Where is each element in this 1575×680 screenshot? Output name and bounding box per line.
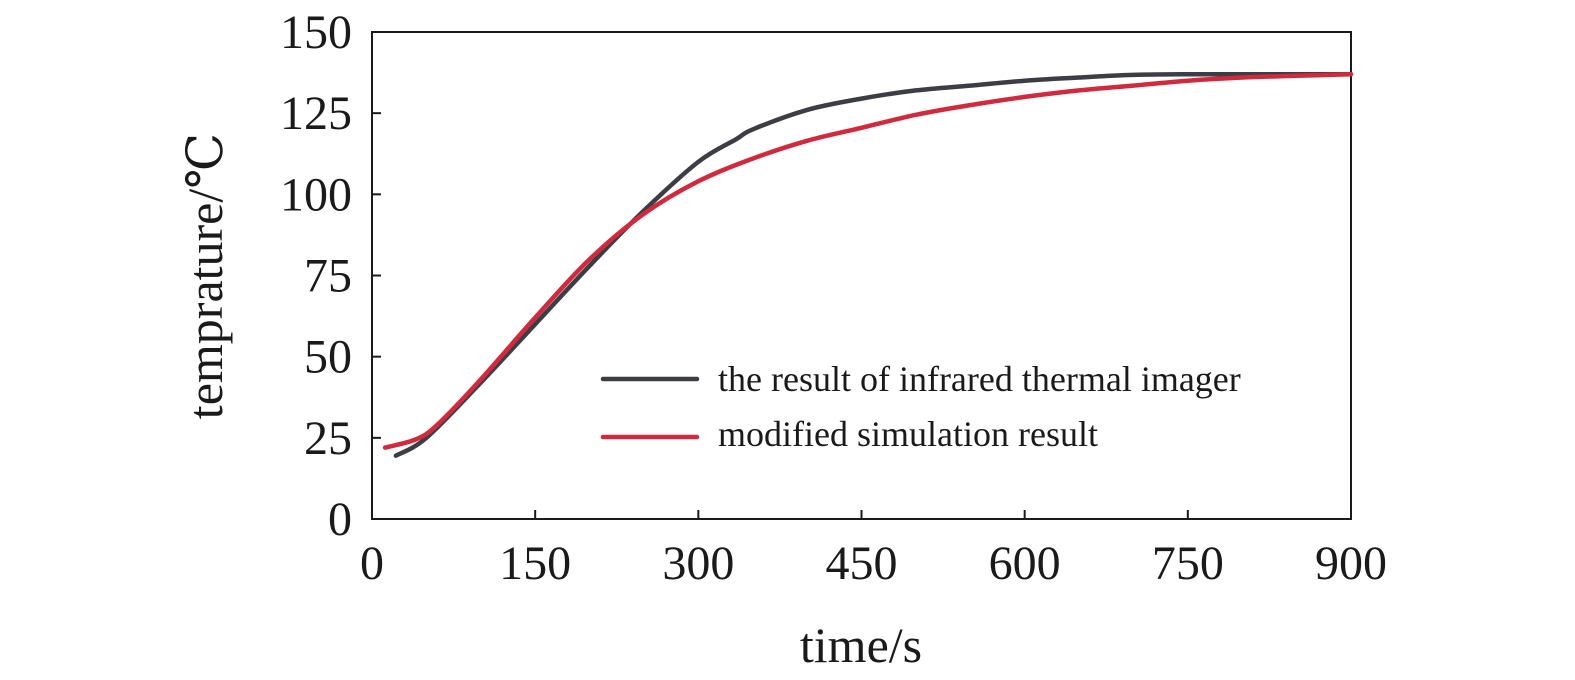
y-tick-label: 25: [304, 412, 352, 465]
x-tick-label: 750: [1152, 537, 1224, 590]
x-tick-label: 600: [989, 537, 1061, 590]
y-tick-label: 75: [304, 250, 352, 303]
legend-label-simulation: modified simulation result: [718, 414, 1098, 454]
legend: the result of infrared thermal imager mo…: [600, 359, 1241, 454]
x-tick-label: 0: [360, 537, 384, 590]
y-tick-label: 0: [328, 493, 352, 546]
y-tick-label: 125: [280, 87, 352, 140]
series-line-infrared: [393, 71, 1354, 458]
series: [382, 71, 1354, 458]
series-line-simulation: [382, 71, 1354, 450]
y-tick-label: 50: [304, 331, 352, 384]
x-axis-label: time/s: [800, 617, 922, 673]
y-tick-label: 150: [280, 6, 352, 59]
y-axis-label: temprature/℃: [177, 133, 233, 419]
x-tick-label: 300: [662, 537, 734, 590]
x-tick-label: 150: [499, 537, 571, 590]
ticks: 0 150 300 450 600 750 900 0 25 50 75 100 125 150: [280, 6, 1387, 590]
legend-label-infrared: the result of infrared thermal imager: [718, 359, 1241, 399]
y-tick-label: 100: [280, 168, 352, 221]
x-tick-label: 450: [826, 537, 898, 590]
x-tick-label: 900: [1315, 537, 1387, 590]
